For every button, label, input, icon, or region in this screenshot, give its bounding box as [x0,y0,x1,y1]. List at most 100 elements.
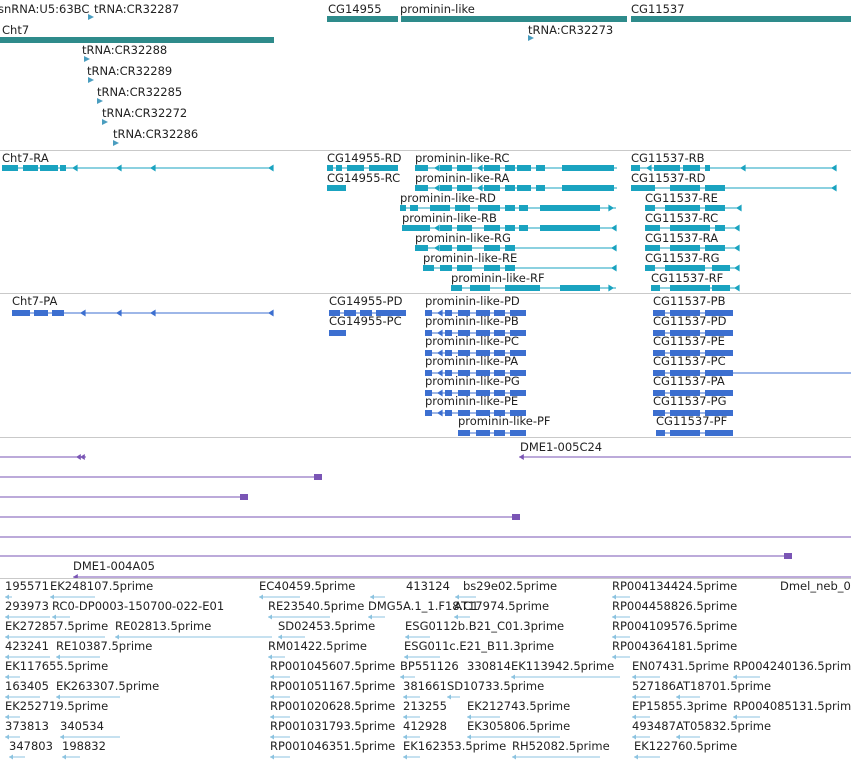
exon-block[interactable] [457,185,472,191]
exon-block[interactable] [484,185,500,191]
exon-block[interactable] [40,165,58,171]
small-rna-marker-icon[interactable] [528,35,534,41]
protein-label-cg11537-pd[interactable]: CG11537-PD [653,314,727,328]
gene-bar-cht7[interactable] [0,37,274,43]
est-label-rm01422-5prime[interactable]: RM01422.5prime [268,639,367,653]
transcript-label-cg14955-rd[interactable]: CG14955-RD [327,151,402,165]
est-label-en07431-5prime[interactable]: EN07431.5prime [632,659,729,673]
est-label-esg011c-e21-b11-3prime[interactable]: ESG011c.E21_B11.3prime [404,639,555,653]
exon-block[interactable] [645,265,655,271]
exon-block[interactable] [670,185,700,191]
est-label-ek272857-5prime[interactable]: EK272857.5prime [5,619,109,633]
exon-block[interactable] [440,225,452,231]
exon-block[interactable] [458,410,470,416]
exon-block[interactable] [540,205,600,211]
exon-block[interactable] [705,185,725,191]
exon-block[interactable] [476,350,490,356]
exon-block[interactable] [347,165,364,171]
exon-block[interactable] [653,370,665,376]
est-label-527186[interactable]: 527186 [632,679,676,693]
exon-block[interactable] [705,245,725,251]
exon-block[interactable] [705,390,733,396]
gene-label-cg14955[interactable]: CG14955 [328,2,382,16]
est-label-347803[interactable]: 347803 [9,739,53,753]
small-rna-marker-icon[interactable] [113,140,119,146]
est-label-ek122760-5prime[interactable]: EK122760.5prime [634,739,738,753]
transcript-label-cg11537-rg[interactable]: CG11537-RG [645,251,720,265]
est-label-re10387-5prime[interactable]: RE10387.5prime [56,639,153,653]
exon-block[interactable] [670,225,710,231]
exon-block[interactable] [402,225,430,231]
exon-block[interactable] [653,350,665,356]
est-label-rp004085131-5prime[interactable]: RP004085131.5prime [733,699,851,713]
exon-block[interactable] [400,205,406,211]
exon-block[interactable] [510,330,526,336]
gene-label-cht7[interactable]: Cht7 [2,23,30,37]
est-label-rp004240136-5prime[interactable]: RP004240136.5prime [733,659,851,673]
exon-block[interactable] [653,410,665,416]
protein-label-prominin-like-pf[interactable]: prominin-like-PF [458,414,551,428]
exon-block[interactable] [510,350,526,356]
gene-label-trna-cr32285[interactable]: tRNA:CR32285 [97,85,183,99]
exon-block[interactable] [654,165,680,171]
exon-block[interactable] [451,285,462,291]
est-label-sd10733-5prime[interactable]: SD10733.5prime [447,679,545,693]
exon-block[interactable] [562,165,614,171]
exon-block[interactable] [12,310,30,316]
gene-label-trna-cr32273[interactable]: tRNA:CR32273 [528,23,614,37]
exon-block[interactable] [494,430,505,436]
oligo-end-block[interactable] [784,553,792,559]
est-label-413124[interactable]: 413124 [406,579,450,593]
est-label-340534[interactable]: 340534 [60,719,104,733]
exon-block[interactable] [445,330,452,336]
exon-block[interactable] [458,350,470,356]
exon-block[interactable] [517,185,531,191]
est-label-rp001051167-5prime[interactable]: RP001051167.5prime [270,679,396,693]
est-label-rp004364181-5prime[interactable]: RP004364181.5prime [612,639,738,653]
transcript-label-cg11537-rd[interactable]: CG11537-RD [631,171,706,185]
exon-block[interactable] [52,310,64,316]
exon-block[interactable] [651,285,660,291]
exon-block[interactable] [329,310,340,316]
small-rna-marker-icon[interactable] [88,14,94,20]
transcript-label-cg11537-rc[interactable]: CG11537-RC [645,211,719,225]
protein-label-prominin-like-pa[interactable]: prominin-like-PA [425,354,519,368]
exon-block[interactable] [425,390,432,396]
transcript-label-cg14955-rc[interactable]: CG14955-RC [327,171,401,185]
est-label-rp001045607-5prime[interactable]: RP001045607.5prime [270,659,396,673]
exon-block[interactable] [505,265,515,271]
exon-block[interactable] [510,390,526,396]
exon-block[interactable] [476,310,490,316]
exon-block[interactable] [665,265,705,271]
exon-block[interactable] [440,265,452,271]
exon-block[interactable] [476,390,490,396]
small-rna-marker-icon[interactable] [102,119,108,125]
exon-block[interactable] [415,185,428,191]
oligo-end-block[interactable] [314,474,322,480]
exon-block[interactable] [60,165,66,171]
exon-block[interactable] [445,390,452,396]
exon-block[interactable] [505,165,515,171]
exon-block[interactable] [445,350,452,356]
exon-block[interactable] [423,265,434,271]
transcript-label-cg11537-ra[interactable]: CG11537-RA [645,231,719,245]
oligo-end-block[interactable] [512,514,520,520]
small-rna-marker-icon[interactable] [84,56,90,62]
exon-block[interactable] [415,245,428,251]
transcript-label-prominin-like-ra[interactable]: prominin-like-RA [415,171,510,185]
exon-block[interactable] [670,310,700,316]
exon-block[interactable] [336,165,342,171]
exon-block[interactable] [536,185,545,191]
est-label-ek117655-5prime[interactable]: EK117655.5prime [5,659,109,673]
est-label-330814[interactable]: 330814 [467,659,511,673]
transcript-label-cg11537-rf[interactable]: CG11537-RF [651,271,724,285]
est-label-rc0-dp0003-150700-022-e01[interactable]: RC0-DP0003-150700-022-E01 [52,599,225,613]
protein-label-cg11537-pg[interactable]: CG11537-PG [653,394,727,408]
gene-label-prominin-like[interactable]: prominin-like [400,2,475,16]
gene-label-trna-cr32289[interactable]: tRNA:CR32289 [87,64,173,78]
protein-label-prominin-like-pb[interactable]: prominin-like-PB [425,314,519,328]
est-label-195571[interactable]: 195571 [5,579,49,593]
est-label-ep15855-3prime[interactable]: EP15855.3prime [632,699,728,713]
exon-block[interactable] [440,185,452,191]
exon-block[interactable] [505,205,515,211]
